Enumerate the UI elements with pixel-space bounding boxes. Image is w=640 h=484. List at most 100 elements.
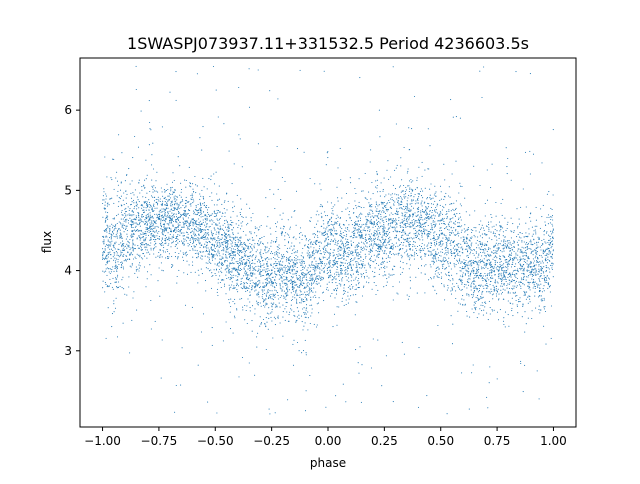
data-point (314, 265, 317, 267)
data-point (244, 253, 246, 255)
data-point (328, 257, 330, 259)
data-point (386, 266, 388, 268)
data-point (168, 236, 170, 238)
data-point (397, 245, 399, 247)
data-point (206, 219, 208, 221)
data-point (167, 188, 169, 191)
data-point (449, 234, 451, 236)
data-point (486, 250, 488, 252)
data-point (296, 251, 298, 253)
data-point (443, 234, 445, 236)
data-point (138, 223, 140, 225)
data-point (483, 262, 485, 264)
data-point (103, 229, 105, 231)
data-point (510, 244, 512, 246)
data-point (357, 362, 359, 364)
data-point (515, 252, 517, 254)
data-point (125, 227, 127, 229)
data-point (463, 239, 465, 241)
data-point (256, 346, 258, 348)
data-point (113, 229, 115, 231)
data-point (388, 276, 390, 278)
data-point (301, 260, 303, 263)
data-point (195, 223, 197, 225)
data-point (335, 230, 337, 232)
data-point (155, 190, 157, 192)
data-point (529, 261, 531, 263)
data-point (198, 234, 200, 237)
data-point (547, 214, 550, 216)
data-point (296, 298, 298, 300)
data-point (461, 229, 463, 231)
data-point (194, 249, 196, 251)
data-point (201, 149, 203, 151)
data-point (473, 279, 475, 282)
data-point (142, 258, 144, 260)
data-point (498, 293, 500, 295)
data-point (357, 205, 359, 207)
data-point (363, 243, 365, 245)
data-point (534, 249, 536, 251)
data-point (352, 237, 354, 239)
data-point (359, 236, 361, 239)
data-point (150, 229, 152, 231)
data-point (443, 263, 445, 265)
data-point (186, 231, 188, 234)
data-point (207, 250, 209, 253)
data-point (201, 189, 203, 191)
data-point (469, 247, 471, 249)
data-point (535, 255, 537, 257)
data-point (345, 275, 347, 278)
data-point (216, 412, 218, 414)
data-point (368, 282, 370, 284)
data-point (277, 294, 279, 297)
data-point (312, 252, 314, 254)
data-point (431, 257, 433, 259)
data-point (215, 274, 217, 277)
data-point (324, 232, 326, 234)
data-point (544, 241, 546, 243)
data-point (534, 273, 536, 275)
data-point (312, 291, 314, 293)
data-point (422, 219, 424, 221)
data-point (390, 176, 392, 178)
data-point (358, 225, 360, 227)
data-point (365, 225, 367, 227)
data-point (117, 205, 119, 207)
data-point (205, 246, 207, 248)
data-point (291, 282, 293, 284)
data-point (375, 293, 377, 296)
data-point (161, 202, 163, 204)
data-point (217, 249, 219, 251)
data-point (143, 238, 145, 240)
data-point (355, 192, 357, 195)
data-point (275, 230, 277, 233)
data-point (200, 223, 202, 226)
data-point (135, 225, 137, 227)
data-point (511, 307, 513, 309)
data-point (166, 202, 168, 204)
data-point (340, 230, 342, 232)
data-point (516, 295, 518, 297)
data-point (291, 287, 293, 289)
data-point (322, 232, 324, 234)
data-point (453, 234, 455, 236)
data-point (255, 266, 257, 268)
data-point (104, 201, 106, 203)
data-point (320, 212, 322, 214)
data-point (290, 292, 292, 294)
data-point (534, 281, 536, 283)
data-point (552, 219, 554, 221)
data-point (339, 217, 341, 220)
data-point (426, 234, 428, 236)
data-point (263, 266, 265, 268)
data-point (416, 234, 418, 236)
data-point (424, 187, 426, 189)
data-point (369, 258, 371, 260)
data-point (135, 219, 137, 221)
data-point (131, 215, 133, 217)
data-point (475, 252, 477, 254)
data-point (507, 157, 509, 160)
data-point (305, 390, 307, 392)
data-point (373, 276, 375, 278)
